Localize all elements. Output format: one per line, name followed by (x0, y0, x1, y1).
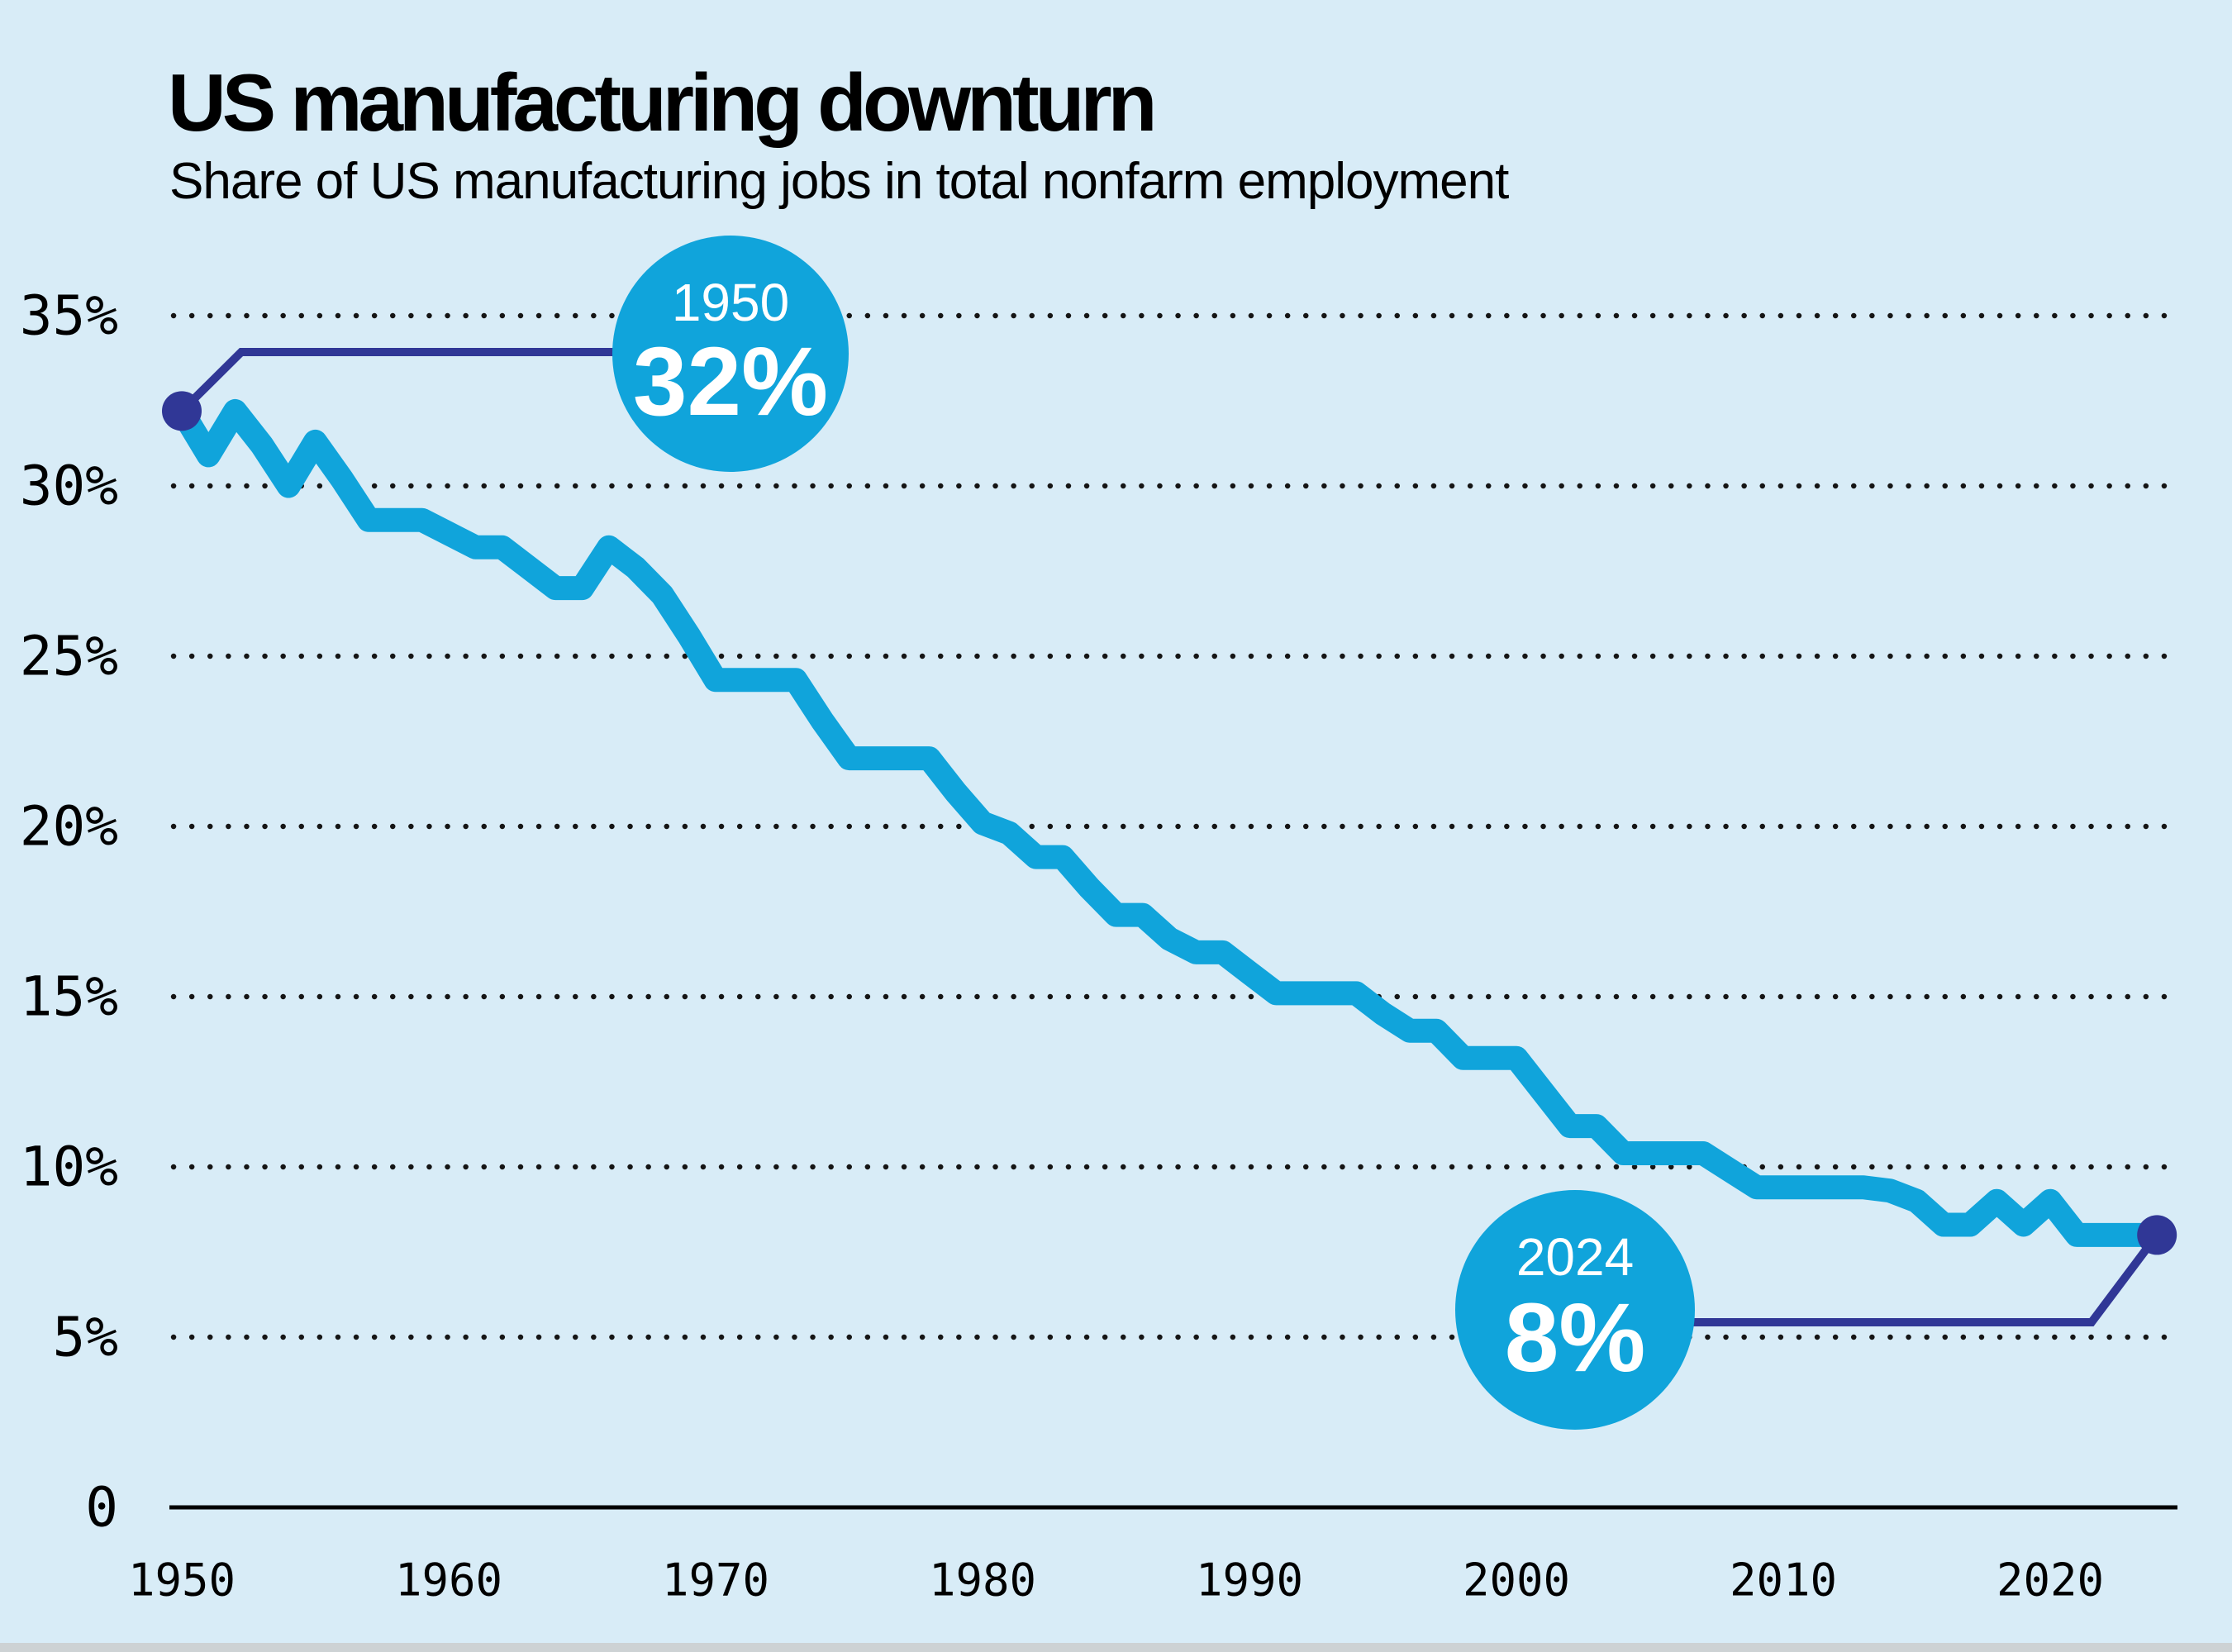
x-tick-label-1990: 1990 (1196, 1554, 1303, 1607)
y-tick-label-35: 35% (20, 284, 118, 348)
x-tick-label-2000: 2000 (1463, 1554, 1570, 1607)
callout-connector-1950 (178, 348, 616, 414)
x-tick-label-2010: 2010 (1730, 1554, 1837, 1607)
y-tick-label-30: 30% (20, 455, 118, 518)
chart-title: US manufacturing downturn (168, 57, 1154, 148)
x-tick-label-1960: 1960 (395, 1554, 502, 1607)
x-tick-label-1950: 1950 (128, 1554, 236, 1607)
data-line (169, 398, 2169, 1247)
y-tick-label-10: 10% (20, 1135, 118, 1199)
gridlines-group (170, 312, 2183, 1340)
footer-strip (0, 1643, 2232, 1652)
y-tick-label-25: 25% (20, 625, 118, 688)
callout-circle-1950 (612, 236, 849, 472)
x-axis-labels-group: 1950 1960 1970 1980 1990 2000 2010 2020 (128, 1554, 2104, 1607)
data-point-1950 (162, 391, 202, 431)
y-tick-label-20: 20% (20, 795, 118, 859)
y-axis-labels-group: 35% 30% 25% 20% 15% 10% 5% 0 (20, 284, 118, 1540)
data-point-2024 (2137, 1215, 2177, 1255)
callout-connector-2024 (1692, 1232, 2161, 1326)
callout-year-label-1950: 1950 (672, 273, 789, 332)
y-tick-label-5: 5% (53, 1306, 118, 1369)
chart-subtitle: Share of US manufacturing jobs in total … (169, 153, 1509, 210)
callout-circle-2024 (1455, 1190, 1695, 1430)
callout-value-label-2024: 8% (1505, 1283, 1646, 1393)
x-tick-label-2020: 2020 (1996, 1554, 2104, 1607)
callout-year-label-2024: 2024 (1516, 1227, 1634, 1287)
x-tick-label-1970: 1970 (662, 1554, 769, 1607)
callout-value-label-1950: 32% (633, 327, 828, 436)
x-tick-label-1980: 1980 (929, 1554, 1036, 1607)
y-tick-label-0: 0 (85, 1476, 118, 1540)
y-tick-label-15: 15% (20, 965, 118, 1029)
